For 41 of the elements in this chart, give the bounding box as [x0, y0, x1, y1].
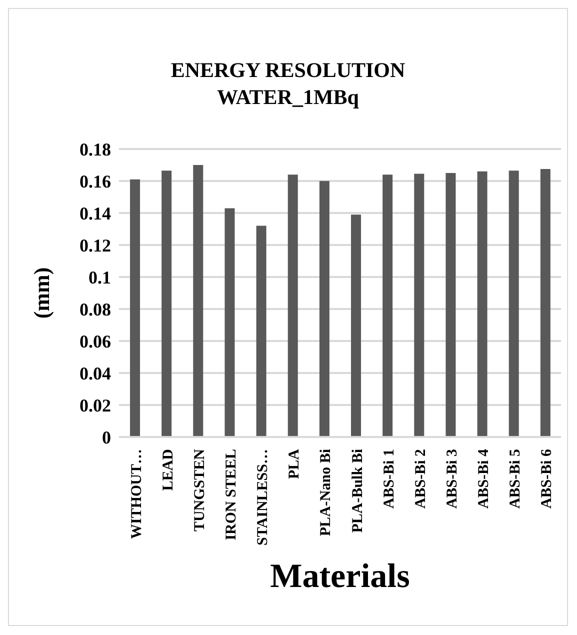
chart-title: ENERGY RESOLUTION WATER_1MBq [170, 57, 406, 111]
x-tick-label: STAINLESS… [255, 449, 272, 546]
y-tick-label: 0.06 [80, 331, 111, 352]
x-tick-label: IRON STEEL [224, 449, 240, 540]
bar [446, 173, 456, 437]
bar [256, 226, 266, 437]
x-tick-label: ABS-Bi 4 [476, 448, 492, 509]
x-tick-label: ABS-Bi 3 [444, 449, 460, 509]
x-tick-label: ABS-Bi 5 [508, 449, 524, 509]
x-tick-label: PLA [286, 448, 303, 479]
y-tick-label: 0 [102, 427, 111, 448]
x-tick-label: TUNGSTEN [192, 448, 208, 532]
y-tick-label: 0.12 [80, 235, 111, 256]
y-axis-title: (mm) [28, 267, 54, 319]
bar [224, 208, 235, 437]
x-tick-label: ABS-Bi 1 [381, 449, 398, 509]
bar [162, 170, 172, 437]
y-tick-label: 0.02 [80, 395, 111, 416]
bar [319, 181, 330, 437]
bar [193, 165, 204, 437]
bar [288, 174, 298, 437]
bar [508, 170, 519, 437]
x-tick-label: LEAD [160, 448, 176, 491]
bar [414, 174, 424, 437]
x-tick-label: WITHOUT… [128, 449, 145, 540]
bar [130, 179, 140, 437]
y-tick-label: 0.16 [80, 171, 111, 192]
bar [351, 214, 361, 437]
y-tick-label: 0.1 [88, 267, 111, 288]
x-tick-label: PLA-Bulk Bi [350, 449, 366, 533]
bar [540, 169, 550, 437]
y-tick-label: 0.08 [80, 299, 111, 320]
x-tick-label: ABS-Bi 6 [539, 448, 556, 509]
x-tick-label: ABS-Bi 2 [412, 449, 429, 509]
y-tick-label: 0.14 [80, 203, 111, 224]
bar [382, 174, 393, 437]
y-tick-label: 0.04 [80, 363, 111, 384]
bar [477, 171, 488, 437]
x-axis-title: Materials [270, 558, 410, 595]
x-tick-label: PLA-Nano Bi [318, 449, 334, 536]
y-tick-label: 0.18 [80, 139, 111, 160]
